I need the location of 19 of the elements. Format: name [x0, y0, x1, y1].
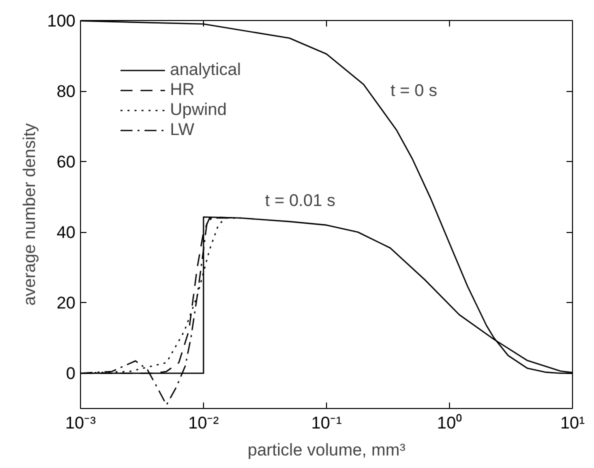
x-tick-label: 10¹ — [560, 414, 586, 432]
legend-label: HR — [170, 80, 195, 100]
annotation: t = 0 s — [390, 80, 438, 100]
y-tick-label: 40 — [56, 223, 76, 242]
y-tick-label: 20 — [56, 294, 76, 313]
y-tick-label: 100 — [47, 12, 76, 30]
y-tick-label: 60 — [56, 152, 76, 172]
annotation: t = 0.01 s — [265, 191, 336, 210]
x-tick-label: 10⁻¹ — [311, 414, 342, 432]
legend-label: LW — [170, 120, 194, 140]
y-axis-title: average number density — [20, 122, 40, 306]
x-tick-label: 10⁻² — [188, 414, 220, 432]
y-tick-label: 80 — [56, 82, 76, 102]
legend-label: analytical — [170, 60, 241, 80]
y-tick-label: 0 — [66, 364, 76, 384]
x-tick-label: 10⁰ — [437, 414, 462, 432]
x-tick-label: 10⁻³ — [65, 414, 96, 432]
legend-label: Upwind — [170, 100, 227, 120]
x-axis-title: particle volume, mm³ — [248, 440, 406, 460]
